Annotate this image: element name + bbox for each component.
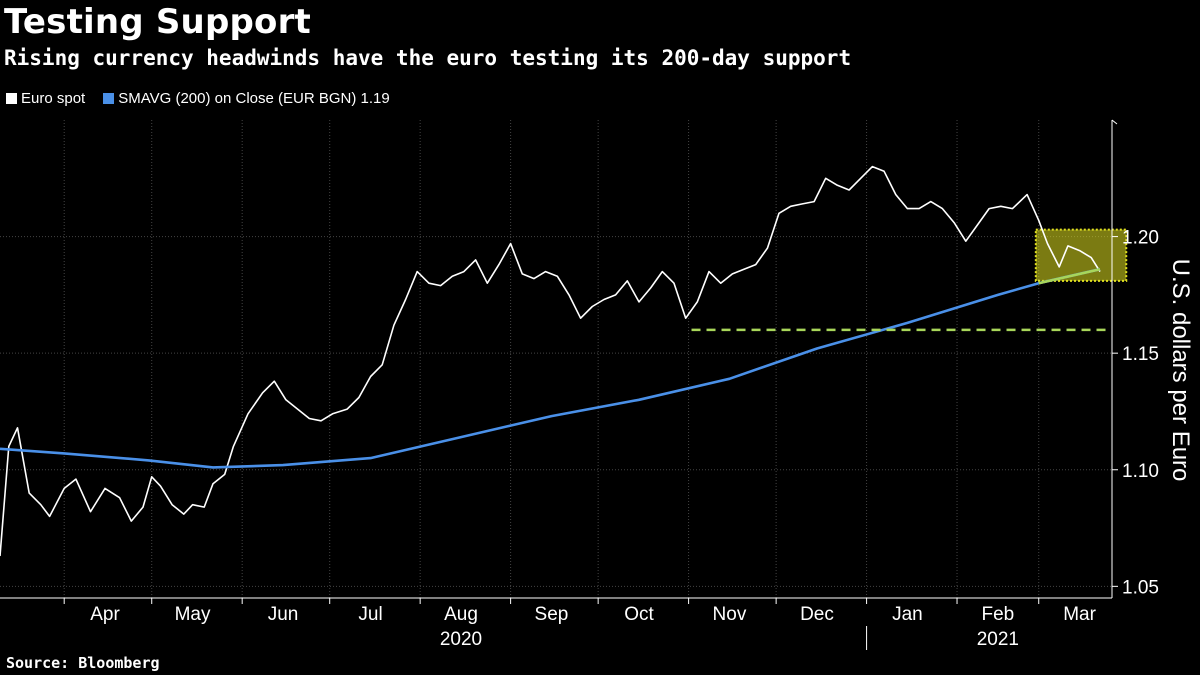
x-tick-label: Dec (800, 604, 834, 625)
source-note: Source: Bloomberg (6, 654, 160, 672)
y-tick-label: 1.20 (1122, 228, 1159, 249)
x-tick-label: Jun (268, 604, 299, 625)
x-tick-label: May (175, 604, 211, 625)
series-line-smavg (0, 267, 1101, 469)
series-group (0, 165, 1101, 557)
y-tick-label: 1.10 (1122, 461, 1159, 482)
gridlines (0, 120, 1112, 598)
y-axis-label: U.S. dollars per Euro (1167, 259, 1194, 482)
y-tick-label: 1.05 (1122, 577, 1159, 598)
x-tick-label: Apr (90, 604, 120, 625)
x-tick-label: Jan (892, 604, 923, 625)
x-year-label: 2020 (440, 629, 482, 650)
x-tick-label: Aug (444, 604, 478, 625)
x-tick-label: Sep (535, 604, 569, 625)
x-tick-label: Nov (713, 604, 747, 625)
trend-line (1038, 268, 1101, 285)
chart-subtitle: Rising currency headwinds have the euro … (4, 46, 852, 70)
chart-legend: Euro spot SMAVG (200) on Close (EUR BGN)… (6, 90, 404, 107)
legend-label-smavg: SMAVG (200) on Close (EUR BGN) 1.19 (118, 90, 390, 107)
x-tick-label: Mar (1063, 604, 1096, 625)
legend-swatch-euro-spot (6, 93, 17, 104)
legend-swatch-smavg (103, 93, 115, 104)
annotations-front (691, 268, 1112, 332)
y-axis-arrow (1111, 119, 1118, 125)
legend-item-smavg: SMAVG (200) on Close (EUR BGN) 1.19 (103, 90, 390, 107)
x-year-label: 2021 (977, 629, 1019, 650)
x-tick-label: Jul (358, 604, 382, 625)
y-tick-label: 1.15 (1122, 344, 1159, 365)
legend-item-euro-spot: Euro spot (6, 90, 85, 107)
chart-title: Testing Support (4, 2, 312, 42)
legend-label-euro-spot: Euro spot (21, 90, 86, 107)
series-line-euro-spot (0, 165, 1101, 557)
x-tick-label: Feb (982, 604, 1015, 625)
axes: 1.05 1.10 1.15 1.20 Apr May Jun Jul Aug Sep Oct Nov… (0, 119, 1159, 650)
x-tick-label: Oct (624, 604, 654, 625)
